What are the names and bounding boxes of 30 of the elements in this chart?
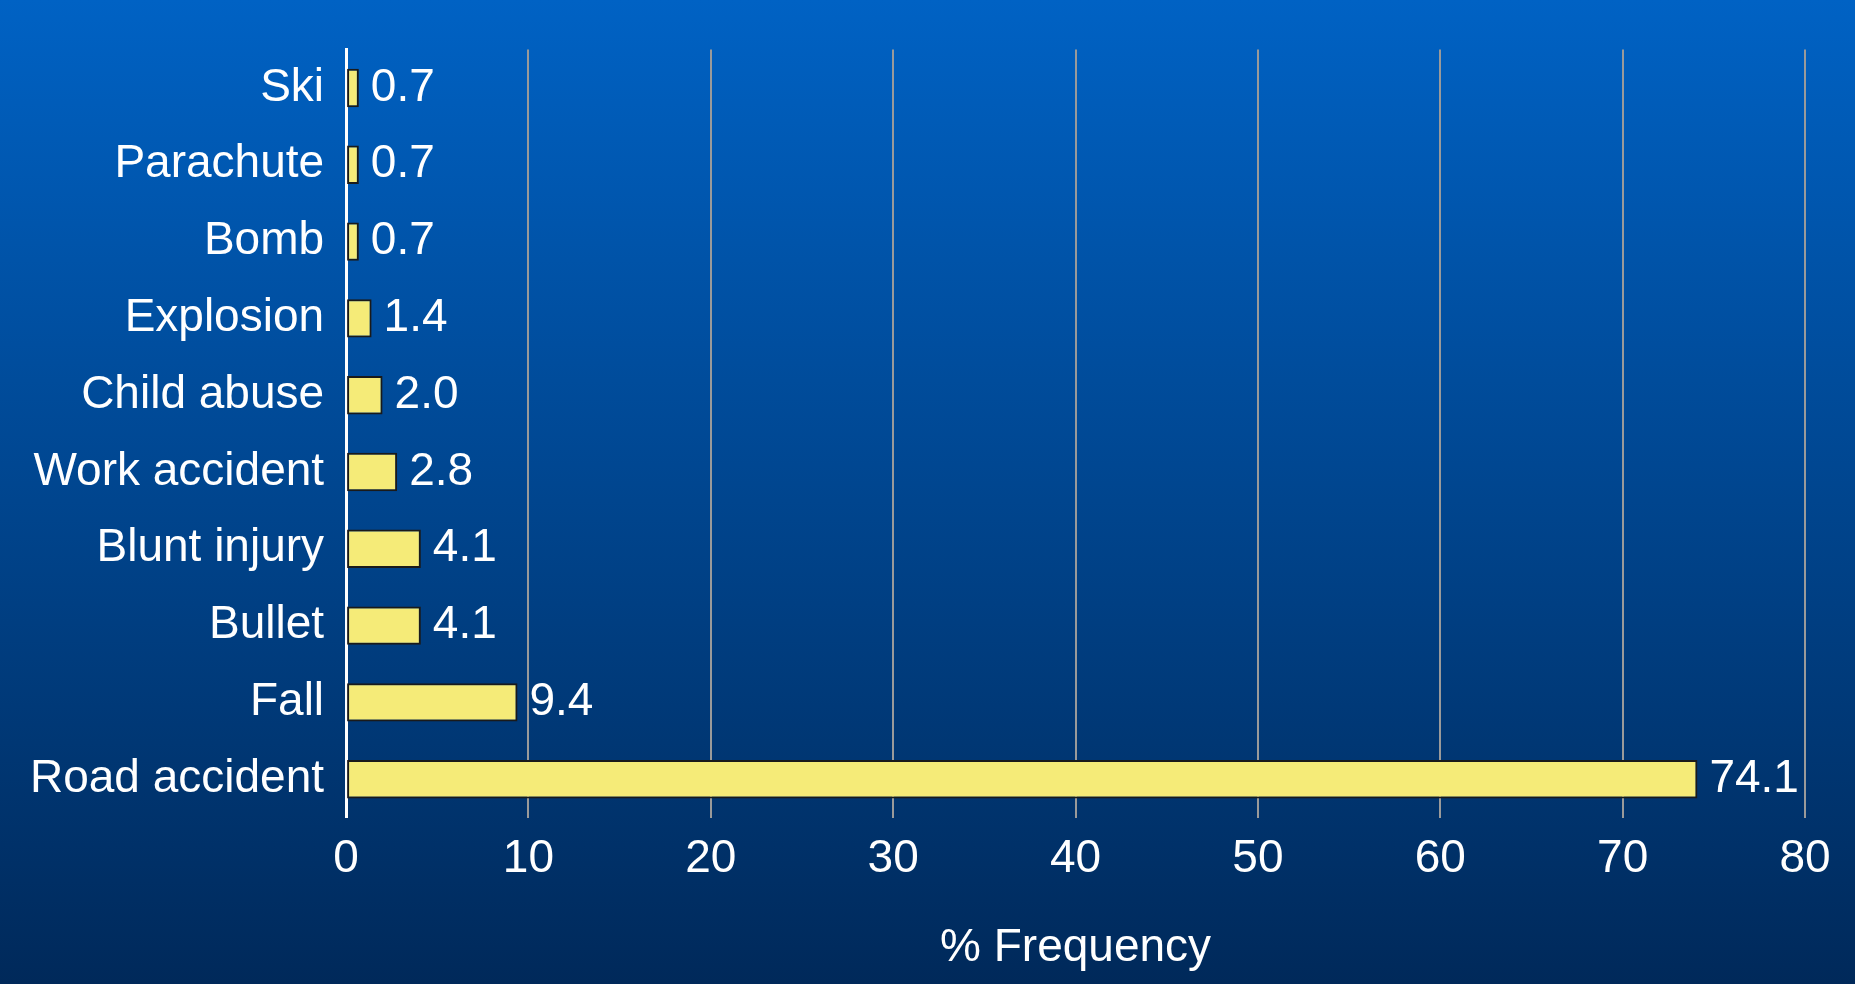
x-tick-label: 80	[1779, 829, 1831, 882]
y-tick-label: Explosion	[124, 289, 325, 342]
x-tick-label: 70	[1597, 829, 1649, 882]
x-tick-label: 50	[1232, 829, 1284, 882]
data-label: 2.0	[394, 365, 459, 418]
x-tick-label: 60	[1414, 829, 1466, 882]
data-label: 1.4	[383, 289, 448, 342]
y-tick-label: Work accident	[33, 442, 325, 495]
data-label: 0.7	[370, 135, 435, 188]
y-tick-label: Bullet	[209, 596, 325, 649]
data-label: 0.7	[370, 212, 435, 265]
data-label: 4.1	[432, 519, 497, 572]
x-tick-label: 20	[685, 829, 737, 882]
data-label: 74.1	[1709, 749, 1799, 802]
x-tick-label: 10	[502, 829, 555, 882]
data-label: 9.4	[529, 673, 594, 726]
data-label: 4.1	[432, 596, 497, 649]
x-axis-title: % Frequency	[940, 919, 1212, 972]
x-tick-label: 30	[867, 829, 919, 882]
y-tick-label: Blunt injury	[96, 519, 325, 572]
y-tick-label: Ski	[260, 58, 325, 111]
y-tick-label: Road accident	[29, 749, 325, 802]
y-tick-label: Child abuse	[81, 365, 325, 418]
data-label: 2.8	[409, 442, 474, 495]
y-tick-label: Parachute	[114, 135, 325, 188]
y-tick-label: Fall	[249, 673, 325, 726]
y-tick-label: Bomb	[203, 212, 325, 265]
x-tick-label: 0	[333, 829, 359, 882]
data-label: 0.7	[370, 58, 435, 111]
x-tick-label: 40	[1049, 829, 1102, 882]
